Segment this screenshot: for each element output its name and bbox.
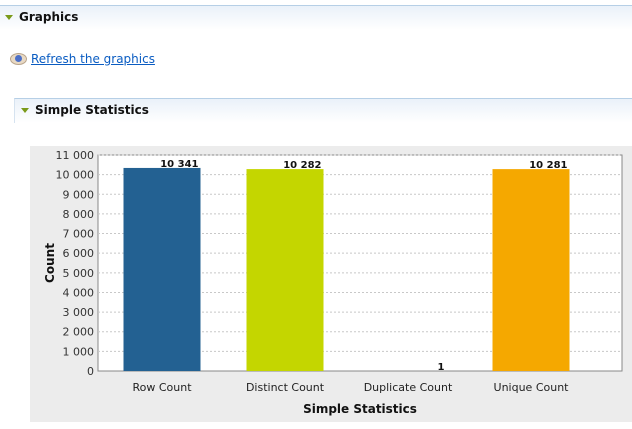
- simple-statistics-chart: 0 1 000 2 000 3 000 4 000 5 000 6 000 7 000 8 00…: [30, 146, 632, 422]
- y-tick-label: 11 000: [56, 149, 95, 162]
- graphics-section-title: Graphics: [19, 10, 79, 24]
- x-tick-label: Unique Count: [494, 381, 570, 394]
- simple-statistics-section-title: Simple Statistics: [35, 103, 149, 117]
- y-tick-label: 3 000: [63, 306, 95, 319]
- x-axis-title: Simple Statistics: [303, 402, 417, 416]
- simple-statistics-section-header[interactable]: Simple Statistics: [14, 98, 632, 123]
- eye-icon: [10, 53, 27, 65]
- data-label: 10 341: [160, 159, 198, 170]
- x-tick-label: Row Count: [132, 381, 192, 394]
- bar-distinct-count: [246, 169, 324, 371]
- triangle-down-icon[interactable]: [21, 108, 29, 113]
- data-label: 10 281: [529, 160, 567, 171]
- y-tick-label: 2 000: [63, 326, 95, 339]
- refresh-graphics-link[interactable]: Refresh the graphics: [31, 52, 155, 66]
- bar-row-count: [123, 167, 201, 371]
- y-tick-label: 10 000: [56, 169, 95, 182]
- y-tick-label: 4 000: [63, 286, 95, 299]
- data-label: 1: [438, 362, 445, 373]
- y-tick-label: 8 000: [63, 208, 95, 221]
- bar-unique-count: [492, 169, 570, 371]
- y-tick-label: 0: [87, 365, 94, 378]
- graphics-section-header[interactable]: Graphics: [0, 5, 632, 30]
- triangle-down-icon[interactable]: [5, 15, 13, 20]
- y-tick-label: 9 000: [63, 188, 95, 201]
- data-label: 10 282: [283, 160, 321, 171]
- y-tick-label: 7 000: [63, 228, 95, 241]
- y-axis-title: Count: [43, 243, 57, 283]
- x-tick-label: Distinct Count: [246, 381, 325, 394]
- x-tick-label: Duplicate Count: [364, 381, 453, 394]
- y-tick-label: 1 000: [63, 345, 95, 358]
- y-tick-label: 5 000: [63, 267, 95, 280]
- y-tick-label: 6 000: [63, 247, 95, 260]
- bar-chart: 0 1 000 2 000 3 000 4 000 5 000 6 000 7 000 8 00…: [43, 149, 623, 416]
